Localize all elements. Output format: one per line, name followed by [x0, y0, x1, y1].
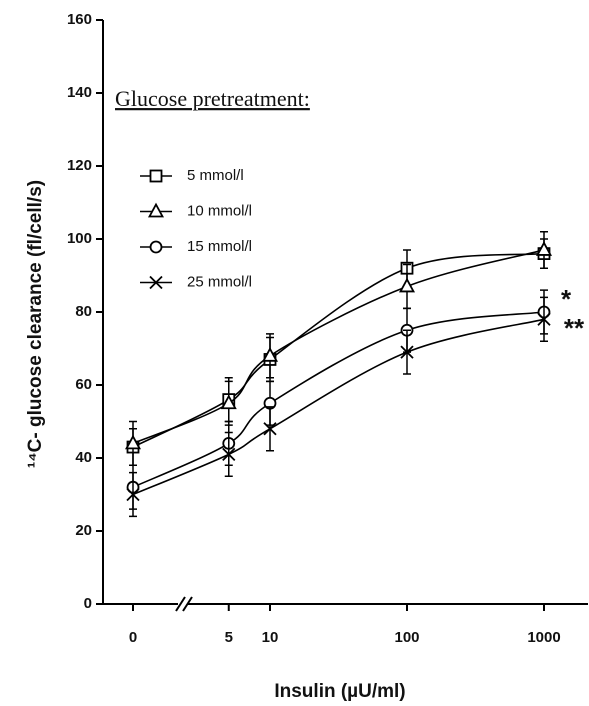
data-point — [124, 434, 142, 450]
legend-label: 25 mmol/l — [187, 273, 252, 290]
x-axis-label: Insulin (µU/ml) — [274, 681, 405, 702]
annotation: ** — [564, 313, 585, 343]
y-tick-label: 20 — [75, 522, 92, 539]
legend-marker — [147, 202, 165, 218]
y-tick-label: 140 — [67, 84, 92, 101]
legend-marker — [149, 240, 163, 254]
y-tick-label: 60 — [75, 376, 92, 393]
x-tick-label: 10 — [262, 629, 279, 646]
axis-break — [182, 596, 193, 612]
legend-label: 10 mmol/l — [187, 202, 252, 219]
axis-break-gap — [178, 600, 188, 608]
legend-marker — [149, 275, 163, 290]
series-line — [132, 311, 545, 488]
y-tick-label: 0 — [84, 595, 92, 612]
series-line — [132, 252, 545, 448]
x-tick-label: 0 — [129, 629, 137, 646]
legend-label: 15 mmol/l — [187, 238, 252, 255]
annotation: * — [561, 284, 572, 314]
data-point — [126, 487, 140, 502]
y-tick-label: 100 — [67, 230, 92, 247]
data-point — [222, 447, 236, 461]
legend-title: Glucose pretreatment: — [115, 86, 310, 111]
data-point — [535, 241, 553, 256]
axis-break — [175, 596, 186, 612]
y-tick-label: 120 — [67, 157, 92, 174]
legend-marker — [149, 169, 163, 183]
series-line — [132, 318, 545, 496]
data-point — [537, 312, 551, 326]
legend-label: 5 mmol/l — [187, 167, 244, 184]
data-point — [400, 345, 414, 359]
x-tick-label: 1000 — [527, 629, 560, 646]
x-tick-label: 5 — [225, 629, 233, 646]
y-tick-label: 40 — [75, 449, 92, 466]
y-tick-label: 80 — [75, 303, 92, 320]
series-line — [132, 249, 545, 445]
data-point — [261, 346, 279, 362]
data-point — [263, 422, 277, 436]
x-tick-label: 100 — [394, 629, 419, 646]
y-axis-label: ¹⁴C- glucose clearance (fl/cell/s) — [25, 180, 46, 468]
data-point — [398, 277, 416, 293]
data-point — [220, 394, 237, 410]
y-tick-label: 160 — [67, 11, 92, 28]
